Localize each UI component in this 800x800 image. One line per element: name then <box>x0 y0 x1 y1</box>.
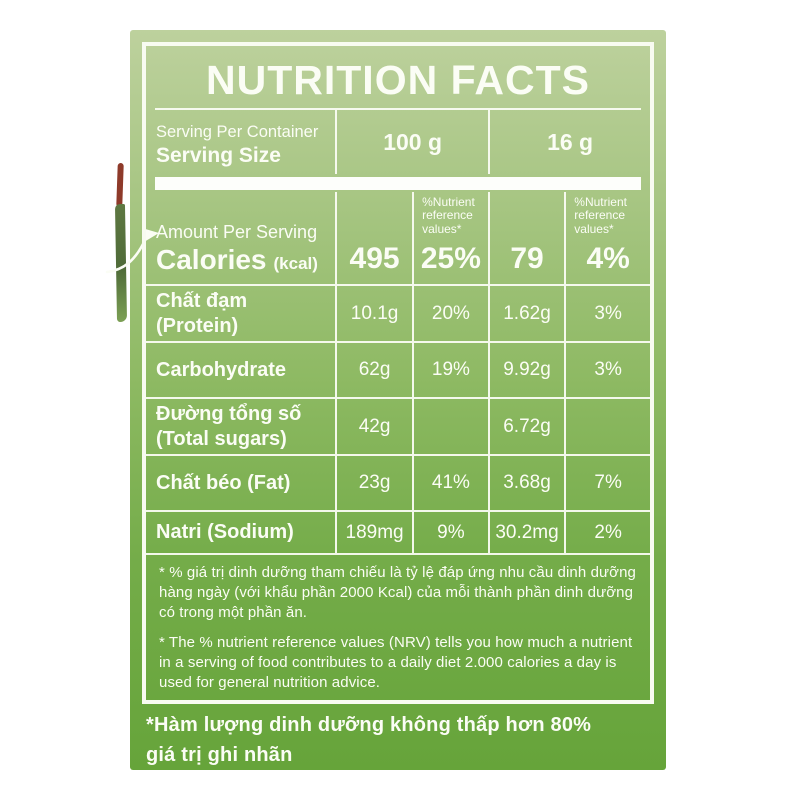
thick-separator-bar <box>155 177 641 190</box>
footnote-english: * The % nutrient reference values (NRV) … <box>159 633 633 691</box>
calories-unit: (kcal) <box>273 254 318 273</box>
row-value-16g: 3.68g <box>487 456 565 510</box>
calories-pct-16g-cell: %Nutrient reference values* 4% <box>564 192 650 284</box>
title-block: NUTRITION FACTS <box>155 46 641 110</box>
amount-per-serving-label: Amount Per Serving <box>156 221 318 242</box>
row-value-16g: 30.2mg <box>487 512 565 553</box>
label-inner-border: NUTRITION FACTS Serving Per Container Se… <box>142 42 654 704</box>
row-value-16g: 9.92g <box>487 343 565 397</box>
row-pct-16g: 2% <box>564 512 650 553</box>
serving-size-label: Serving Size <box>156 143 281 167</box>
row-name: Carbohydrate <box>156 358 287 381</box>
nutrition-facts-label: NUTRITION FACTS Serving Per Container Se… <box>105 30 666 770</box>
serving-label-cell: Serving Per Container Serving Size <box>146 110 335 174</box>
row-pct-100g: 9% <box>412 512 488 553</box>
footnote-vietnamese: * % giá trị dinh dưỡng tham chiếu là tỷ … <box>159 564 636 621</box>
row-pct-16g: 3% <box>564 286 650 341</box>
calories-value-16g: 79 <box>487 192 565 284</box>
calories-value-100g: 495 <box>335 192 412 284</box>
table-row-sodium: Natri (Sodium) 189mg 9% 30.2mg 2% <box>146 512 650 555</box>
table-row-fat: Chất béo (Fat) 23g 41% 3.68g 7% <box>146 456 650 512</box>
row-pct-16g: 7% <box>564 456 650 510</box>
row-value-16g: 6.72g <box>487 399 565 454</box>
row-value-100g: 62g <box>335 343 412 397</box>
nrv-note-right: %Nutrient reference values* <box>574 195 627 236</box>
row-name: Natri (Sodium) <box>156 521 294 543</box>
table-row-carbohydrate: Carbohydrate 62g 19% 9.92g 3% <box>146 343 650 399</box>
row-pct-100g: 19% <box>412 343 488 397</box>
row-value-16g: 1.62g <box>487 286 565 341</box>
row-pct-16g <box>564 399 650 454</box>
row-value-100g: 189mg <box>335 512 412 553</box>
row-value-100g: 23g <box>335 456 412 510</box>
row-pct-16g: 3% <box>564 343 650 397</box>
calories-title: Calories (kcal) <box>156 244 335 276</box>
photo-artifact-red-sliver <box>116 162 124 208</box>
row-name: Chất béo (Fat) <box>156 471 291 494</box>
bottom-note: *Hàm lượng dinh dưỡng không thấp hơn 80%… <box>146 714 592 766</box>
calories-pct-100g-cell: %Nutrient reference values* 25% <box>412 192 488 284</box>
calories-pct-100g: 25% <box>420 242 481 275</box>
calories-row: Amount Per Serving Calories (kcal) 495 %… <box>146 192 650 286</box>
table-row-total-sugars: Đường tổng số (Total sugars) 42g 6.72g <box>146 399 650 456</box>
row-value-100g: 42g <box>335 399 412 454</box>
nrv-note-left: %Nutrient reference values* <box>422 195 475 236</box>
calories-pct-16g: 4% <box>586 242 630 275</box>
row-name: Đường tổng số (Total sugars) <box>156 402 302 450</box>
calories-label-cell: Amount Per Serving Calories (kcal) <box>146 192 335 284</box>
thick-separator-wrap <box>146 174 650 192</box>
row-value-100g: 10.1g <box>335 286 412 341</box>
serving-size-100g: 100 g <box>335 110 488 174</box>
serving-row: Serving Per Container Serving Size 100 g… <box>146 110 650 174</box>
page-title: NUTRITION FACTS <box>206 56 590 103</box>
row-pct-100g <box>412 399 488 454</box>
row-name: Chất đạm (Protein) <box>156 289 248 337</box>
row-pct-100g: 20% <box>412 286 488 341</box>
calories-word: Calories <box>156 244 267 275</box>
row-pct-100g: 41% <box>412 456 488 510</box>
table-row-protein: Chất đạm (Protein) 10.1g 20% 1.62g 3% <box>146 286 650 343</box>
footnotes-block: * % giá trị dinh dưỡng tham chiếu là tỷ … <box>146 555 650 709</box>
serving-size-16g: 16 g <box>488 110 650 174</box>
serving-per-container-label: Serving Per Container <box>156 122 319 141</box>
